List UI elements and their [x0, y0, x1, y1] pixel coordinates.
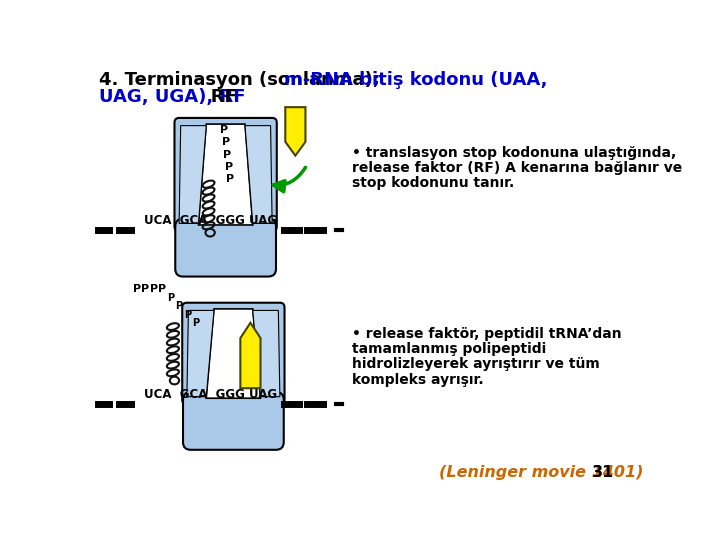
Polygon shape — [179, 126, 206, 224]
FancyBboxPatch shape — [183, 392, 284, 450]
Polygon shape — [245, 126, 272, 224]
Text: RF: RF — [192, 88, 237, 106]
Polygon shape — [240, 323, 261, 388]
FancyArrowPatch shape — [274, 167, 305, 192]
Text: 4. Terminasyon (sonlanma);: 4. Terminasyon (sonlanma); — [99, 71, 387, 89]
Polygon shape — [285, 107, 305, 156]
Polygon shape — [199, 124, 253, 225]
Text: P: P — [222, 137, 230, 147]
FancyBboxPatch shape — [175, 219, 276, 276]
Text: P: P — [223, 150, 231, 159]
FancyBboxPatch shape — [174, 118, 276, 231]
Polygon shape — [253, 310, 280, 397]
Text: UAG, UGA), RF: UAG, UGA), RF — [99, 88, 246, 106]
Text: 31: 31 — [593, 465, 614, 480]
Text: (Leninger movie 1401): (Leninger movie 1401) — [438, 465, 643, 480]
Text: P: P — [184, 309, 191, 320]
Text: UCA  GCA  GGG UAG: UCA GCA GGG UAG — [144, 214, 277, 227]
Text: P: P — [175, 301, 182, 311]
Text: stop kodonunu tanır.: stop kodonunu tanır. — [352, 177, 514, 191]
Text: • translasyon stop kodonuna ulaştığında,: • translasyon stop kodonuna ulaştığında, — [352, 146, 676, 160]
Text: tamamlanmış polipeptidi: tamamlanmış polipeptidi — [352, 342, 546, 356]
Text: P: P — [225, 162, 233, 172]
Text: P: P — [158, 284, 166, 294]
Text: • release faktör, peptidil tRNA’dan: • release faktör, peptidil tRNA’dan — [352, 327, 621, 341]
Text: P: P — [220, 125, 228, 135]
Polygon shape — [206, 309, 261, 398]
Text: release faktor (RF) A kenarına bağlanır ve: release faktor (RF) A kenarına bağlanır … — [352, 161, 683, 175]
Text: P: P — [192, 318, 199, 328]
Text: P: P — [167, 293, 174, 303]
Text: kompleks ayrışır.: kompleks ayrışır. — [352, 373, 484, 387]
Text: UCA  GCA  GGG UAG: UCA GCA GGG UAG — [144, 388, 277, 401]
Text: P: P — [132, 284, 140, 294]
Text: P: P — [141, 284, 149, 294]
FancyBboxPatch shape — [182, 303, 284, 404]
Text: m-RNA bitiş kodonu (UAA,: m-RNA bitiş kodonu (UAA, — [284, 71, 547, 89]
Text: hidrolizleyerek ayrıştırır ve tüm: hidrolizleyerek ayrıştırır ve tüm — [352, 357, 600, 372]
Text: P: P — [226, 174, 235, 184]
Text: P: P — [150, 284, 158, 294]
Polygon shape — [187, 310, 214, 397]
